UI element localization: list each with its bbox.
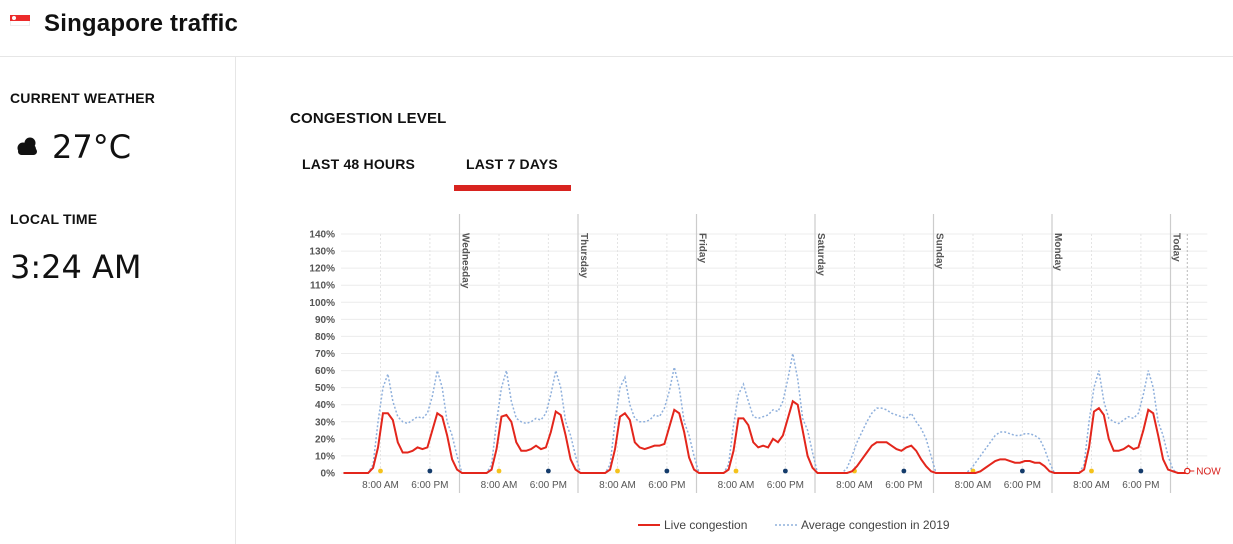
- morning-marker-dot: [615, 468, 620, 474]
- active-tab-indicator: [454, 185, 571, 191]
- now-marker-dot: [1184, 467, 1191, 475]
- morning-marker-dot: [378, 468, 383, 474]
- current-weather-label: CURRENT WEATHER: [10, 90, 156, 106]
- x-tick-label: 8:00 AM: [481, 480, 518, 491]
- y-tick-label: 50%: [315, 383, 335, 394]
- y-tick-label: 10%: [315, 451, 335, 462]
- evening-marker-dot: [427, 468, 433, 474]
- morning-marker-dot: [733, 468, 739, 474]
- temperature-value: 27°C: [52, 128, 132, 166]
- evening-marker-dot: [1019, 468, 1025, 474]
- y-tick-label: 30%: [315, 417, 335, 428]
- local-time-label: LOCAL TIME: [10, 211, 98, 227]
- x-tick-label: 8:00 AM: [836, 480, 873, 491]
- legend-average-label: Average congestion in 2019: [801, 518, 950, 532]
- singapore-flag-icon: [10, 15, 30, 26]
- weather-row: 27°C: [14, 127, 131, 167]
- x-tick-label: 6:00 PM: [1004, 480, 1041, 491]
- day-label: Wednesday: [460, 233, 471, 289]
- y-tick-label: 110%: [310, 281, 335, 292]
- evening-marker-dot: [782, 468, 788, 474]
- x-tick-label: 6:00 PM: [885, 480, 922, 491]
- cloud-icon: [17, 137, 37, 155]
- y-tick-label: 120%: [309, 264, 335, 275]
- series-average-line: [343, 353, 1188, 474]
- header-bar: Singapore traffic: [0, 0, 1233, 57]
- tab-last-48-hours[interactable]: LAST 48 HOURS: [302, 156, 416, 172]
- y-tick-label: 0%: [321, 469, 336, 480]
- y-tick-label: 20%: [315, 434, 335, 445]
- local-time-value: 3:24 AM: [10, 248, 142, 286]
- x-tick-label: 8:00 AM: [599, 480, 636, 491]
- x-tick-label: 6:00 PM: [767, 480, 804, 491]
- y-tick-label: 130%: [309, 247, 335, 258]
- y-tick-label: 40%: [315, 400, 335, 411]
- evening-marker-dot: [545, 468, 551, 474]
- x-tick-label: 6:00 PM: [648, 480, 685, 491]
- x-tick-label: 8:00 AM: [1073, 480, 1110, 491]
- day-label: Sunday: [934, 233, 945, 270]
- y-tick-label: 90%: [315, 315, 335, 326]
- now-label: NOW: [1196, 467, 1221, 478]
- day-label: Friday: [697, 233, 708, 263]
- legend-live-label: Live congestion: [664, 518, 747, 532]
- x-tick-label: 8:00 AM: [718, 480, 755, 491]
- page-title: Singapore traffic: [44, 10, 239, 37]
- evening-marker-dot: [1138, 468, 1144, 474]
- x-tick-label: 6:00 PM: [411, 480, 448, 491]
- day-label: Thursday: [578, 233, 589, 278]
- x-tick-label: 8:00 AM: [362, 480, 399, 491]
- tab-last-7-days[interactable]: LAST 7 DAYS: [466, 156, 558, 172]
- y-tick-label: 140%: [309, 230, 335, 241]
- day-label: Today: [1171, 233, 1182, 262]
- evening-marker-dot: [901, 468, 907, 474]
- series-live-line: [343, 399, 1188, 474]
- evening-marker-dot: [664, 468, 670, 474]
- congestion-chart: 0% 10% 20% 30% 40% 50% 60% 70% 80% 90% 100% 110% 120…: [309, 214, 1221, 532]
- y-tick-label: 80%: [315, 332, 335, 343]
- y-tick-label: 100%: [309, 298, 335, 309]
- sidebar: CURRENT WEATHER 27°C LOCAL TIME 3:24 AM: [0, 57, 236, 544]
- morning-marker-dot: [1089, 468, 1094, 474]
- congestion-level-title: CONGESTION LEVEL: [290, 110, 447, 127]
- day-label: Saturday: [815, 233, 826, 276]
- x-tick-label: 8:00 AM: [955, 480, 992, 491]
- day-label: Monday: [1052, 233, 1063, 271]
- x-tick-label: 6:00 PM: [530, 480, 567, 491]
- morning-marker-dot: [496, 468, 502, 474]
- y-tick-label: 60%: [315, 366, 335, 377]
- x-tick-label: 6:00 PM: [1122, 480, 1159, 491]
- y-tick-label: 70%: [315, 349, 335, 360]
